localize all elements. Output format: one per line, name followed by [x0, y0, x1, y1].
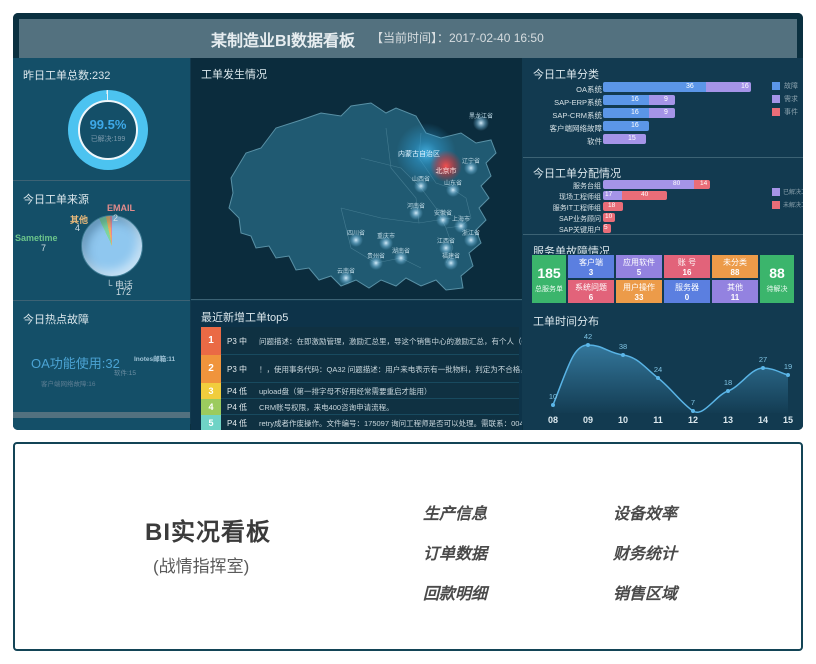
svg-text:12: 12 — [688, 415, 698, 425]
svg-text:14: 14 — [758, 415, 768, 425]
svg-text:贵州省: 贵州省 — [367, 252, 385, 260]
svg-text:江西省: 江西省 — [437, 237, 455, 245]
svg-text:上海市: 上海市 — [452, 215, 470, 223]
svg-text:15: 15 — [783, 415, 793, 425]
svg-text:42: 42 — [584, 332, 592, 341]
svg-text:河南省: 河南省 — [407, 202, 425, 210]
svg-text:38: 38 — [619, 342, 627, 351]
svg-text:浙江省: 浙江省 — [462, 229, 480, 237]
svg-text:10: 10 — [618, 415, 628, 425]
svg-text:山东省: 山东省 — [444, 179, 462, 187]
svg-text:10: 10 — [549, 392, 557, 401]
svg-text:18: 18 — [724, 378, 732, 387]
svg-text:云南省: 云南省 — [337, 267, 355, 275]
svg-text:黑龙江省: 黑龙江省 — [469, 112, 493, 120]
svg-text:19: 19 — [784, 362, 792, 371]
svg-text:福建省: 福建省 — [442, 252, 460, 260]
svg-text:08: 08 — [548, 415, 558, 425]
svg-text:27: 27 — [759, 355, 767, 364]
svg-text:09: 09 — [583, 415, 593, 425]
svg-text:山西省: 山西省 — [412, 175, 430, 183]
svg-text:四川省: 四川省 — [347, 229, 365, 237]
svg-text:7: 7 — [691, 398, 695, 407]
svg-text:湖南省: 湖南省 — [392, 247, 410, 255]
svg-text:辽宁省: 辽宁省 — [462, 157, 480, 165]
svg-text:13: 13 — [723, 415, 733, 425]
svg-text:重庆市: 重庆市 — [377, 232, 395, 240]
svg-text:11: 11 — [653, 415, 663, 425]
svg-text:北京市: 北京市 — [436, 166, 457, 175]
svg-text:24: 24 — [654, 365, 662, 374]
svg-text:安徽省: 安徽省 — [434, 209, 452, 217]
svg-text:内蒙古自治区: 内蒙古自治区 — [398, 149, 440, 158]
